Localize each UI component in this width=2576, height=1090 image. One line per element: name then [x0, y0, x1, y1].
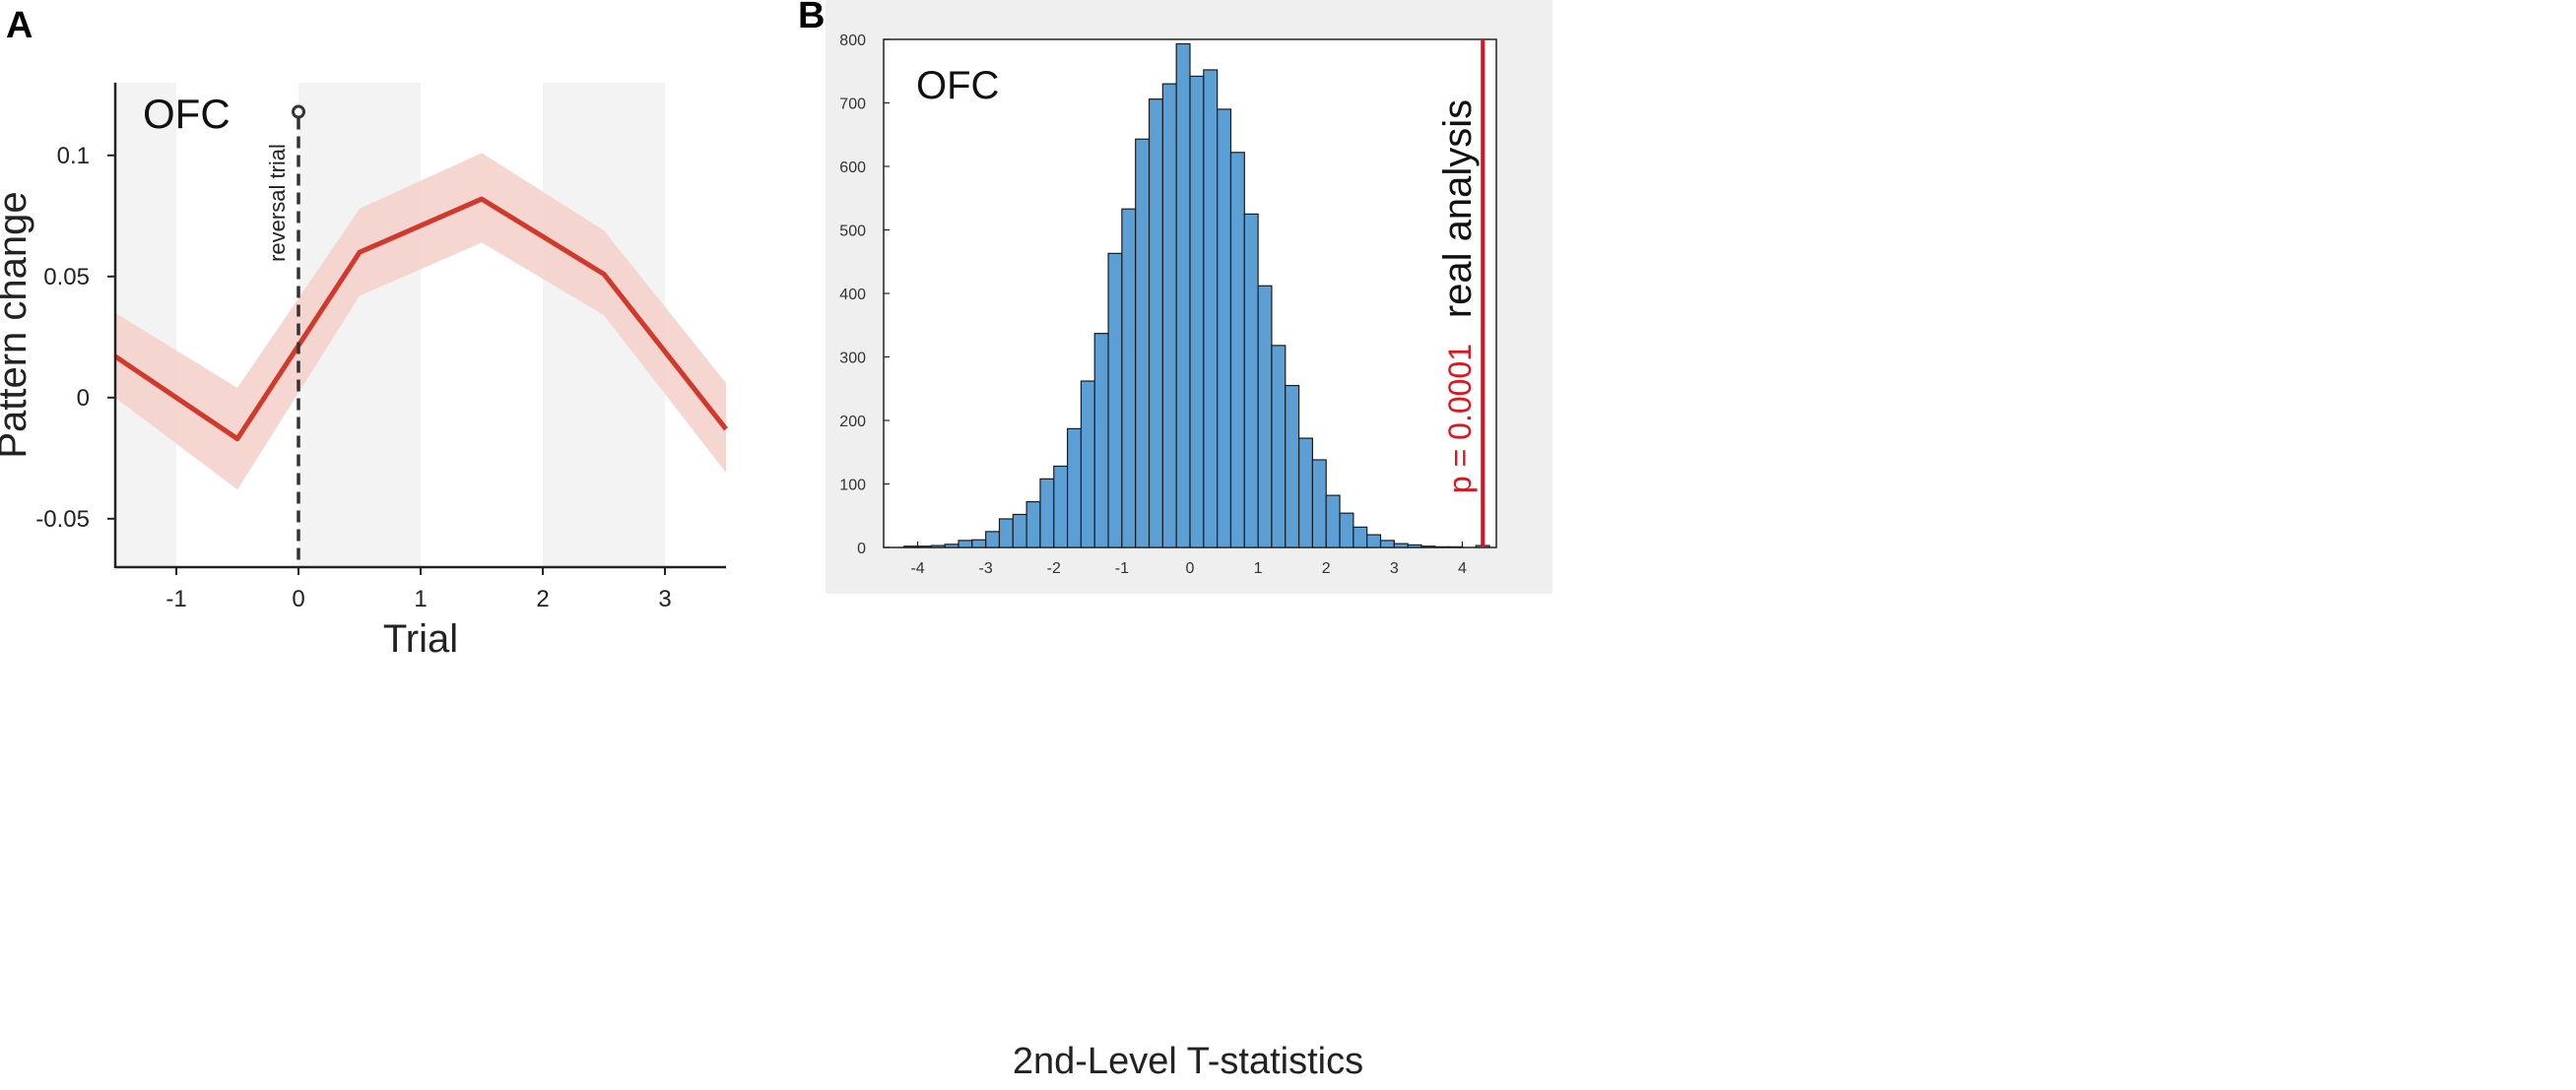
histogram-bar	[958, 540, 973, 548]
y-tick-label: 300	[839, 351, 866, 367]
panel-a-y-axis-label: Pattern change	[0, 191, 34, 458]
histogram-bar	[1407, 544, 1422, 548]
histogram-bar	[1257, 285, 1273, 548]
histogram-bar	[1217, 108, 1232, 548]
real-analysis-label: real analysis	[1436, 99, 1480, 318]
histogram-bar	[1039, 478, 1055, 548]
histogram-bar	[1366, 534, 1382, 548]
histogram-bar	[1066, 427, 1083, 548]
histogram-bar	[1053, 465, 1069, 548]
y-tick-label: 0	[77, 385, 90, 412]
x-tick-label: 1	[414, 586, 427, 612]
histogram-bar	[1161, 83, 1177, 548]
x-tick-label: 0	[1186, 560, 1195, 577]
histogram-bar	[1297, 437, 1313, 548]
histogram-bar	[903, 545, 919, 548]
reversal-marker-circle	[292, 104, 305, 119]
panel-a-line-chart: A reversal trial -1 0 1 2 3 -0.05 0 0.05 0.1 OF…	[0, 5, 728, 661]
x-tick-label: 3	[1390, 560, 1399, 577]
x-tick-label: 1	[1254, 560, 1263, 577]
histogram-bar	[916, 545, 932, 548]
y-tick-label: 800	[839, 32, 866, 49]
histogram-bar	[1353, 526, 1368, 548]
panel-b-label: B	[798, 0, 825, 36]
y-tick-label: 0.05	[43, 264, 90, 290]
histogram-bar	[1189, 75, 1205, 548]
y-tick-label: -0.05	[35, 506, 90, 533]
panel-b-y-ticks: 0 100 200 300 400 500 600 700 800	[839, 32, 890, 557]
x-tick-label: 2	[536, 586, 549, 612]
panel-b-real-analysis-line: real analysis p = 0.0001	[1436, 39, 1486, 547]
panel-a-confidence-band	[115, 153, 726, 490]
x-tick-label: 3	[658, 586, 671, 612]
confidence-band	[115, 153, 726, 490]
reversal-label: reversal trial	[265, 144, 290, 262]
y-tick-label: 500	[839, 224, 866, 240]
panel-b-bars	[903, 42, 1490, 548]
panel-a-annotation: OFC	[143, 91, 231, 137]
x-tick-label: -1	[165, 586, 186, 612]
histogram-bar	[1080, 380, 1095, 548]
y-tick-label: 700	[839, 96, 866, 113]
histogram-bar	[998, 518, 1014, 548]
y-tick-label: 100	[839, 478, 866, 494]
histogram-bar	[971, 539, 987, 548]
histogram-bar	[1107, 252, 1123, 548]
panel-a-x-axis-label: Trial	[383, 617, 458, 661]
histogram-bar	[1420, 545, 1436, 548]
histogram-bar	[1339, 512, 1354, 548]
panel-a-label: A	[6, 5, 33, 46]
histogram-bar	[1379, 540, 1395, 548]
histogram-bar	[1271, 345, 1287, 548]
panel-a-y-ticks: -0.05 0 0.05 0.1	[35, 143, 115, 533]
x-tick-label: -4	[910, 560, 924, 577]
histogram-bar	[1121, 208, 1137, 548]
histogram-bar	[944, 544, 959, 548]
x-tick-label: 0	[292, 586, 304, 612]
histogram-bar	[1243, 213, 1259, 548]
histogram-bar	[985, 531, 1001, 548]
panel-b-x-axis-label: 2nd-Level T-statistics	[1013, 1041, 1363, 1082]
histogram-bar	[1175, 42, 1191, 548]
x-tick-label: -2	[1047, 560, 1061, 577]
panel-b-histogram: B -4 -3 -2 -1 0 1 2 3 4 0 100 200 300 400 500 600 700 80…	[798, 0, 1552, 1082]
y-tick-label: 400	[839, 287, 866, 303]
histogram-bar	[1393, 543, 1409, 548]
histogram-bar	[1285, 384, 1300, 548]
series-line	[113, 196, 728, 442]
y-tick-label: 200	[839, 414, 866, 430]
histogram-bar	[930, 545, 946, 548]
histogram-bar	[1229, 152, 1245, 548]
x-tick-label: 2	[1322, 560, 1331, 577]
panel-a-reversal-marker: reversal trial	[265, 104, 305, 567]
histogram-bar	[1093, 333, 1109, 548]
panel-a-shaded-regions	[115, 83, 665, 567]
x-tick-label: -1	[1115, 560, 1129, 577]
histogram-bar	[1025, 500, 1041, 548]
panel-b-annotation: OFC	[916, 64, 999, 107]
p-value-label: p = 0.0001	[1442, 344, 1478, 493]
histogram-bar	[1434, 545, 1450, 548]
histogram-bar	[1135, 138, 1151, 548]
y-tick-label: 0.1	[57, 143, 90, 169]
x-tick-label: 4	[1458, 560, 1467, 577]
histogram-bar	[1148, 98, 1163, 548]
panel-a-series-line	[113, 196, 728, 442]
histogram-bar	[1203, 69, 1219, 548]
histogram-bar	[1448, 545, 1464, 548]
panel-a-x-ticks: -1 0 1 2 3	[165, 567, 672, 612]
y-tick-label: 0	[857, 541, 866, 557]
histogram-bar	[1325, 494, 1341, 548]
panel-b-x-ticks: -4 -3 -2 -1 0 1 2 3 4	[910, 542, 1467, 577]
x-tick-label: -3	[979, 560, 993, 577]
y-tick-label: 600	[839, 160, 866, 176]
histogram-bar	[1311, 459, 1327, 548]
histogram-bar	[1012, 513, 1027, 548]
